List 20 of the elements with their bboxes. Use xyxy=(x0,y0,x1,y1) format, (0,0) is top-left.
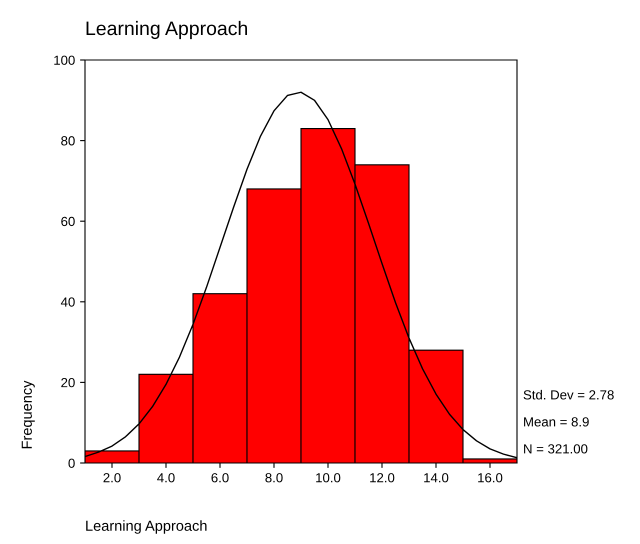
x-tick-label: 6.0 xyxy=(212,473,229,482)
text: N = 321.00 xyxy=(524,444,588,454)
y-tick-label: 40 xyxy=(60,297,75,307)
x-tick-label: 8.0 xyxy=(265,473,283,482)
y-tick-label: 20 xyxy=(61,378,75,388)
y-tick-label: 0 xyxy=(68,458,75,468)
x-tick-label: 12.0 xyxy=(370,473,394,482)
x-tick-label: 2.0 xyxy=(103,473,121,482)
y-tick-label: 80 xyxy=(61,136,75,146)
x-tick-label: 16.0 xyxy=(478,473,502,482)
x-tick-label: 10.0 xyxy=(316,473,340,482)
y-axis-title: Frequency xyxy=(22,380,35,448)
y-tick-label: 100 xyxy=(54,56,75,65)
text: Std. Dev = 2.78 xyxy=(524,390,614,400)
chart-title: Learning Approach xyxy=(86,20,247,40)
x-axis-title: Learning Approach xyxy=(86,520,206,534)
x-tick-label: 4.0 xyxy=(157,473,175,482)
y-tick-label: 60 xyxy=(61,216,75,226)
text: Mean = 8.9 xyxy=(524,417,589,427)
x-tick-label: 14.0 xyxy=(424,473,448,482)
